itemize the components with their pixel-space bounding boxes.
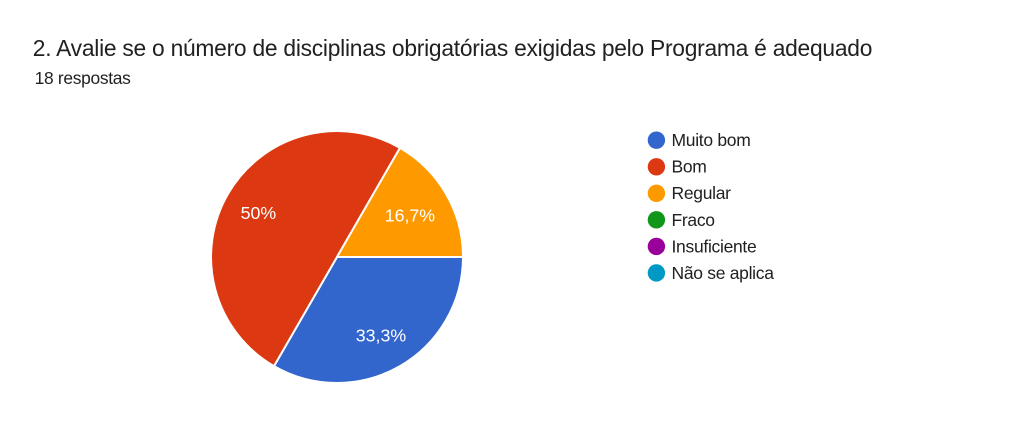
svg-text:18 respostas: 18 respostas <box>35 68 132 88</box>
svg-text:Bom: Bom <box>672 157 707 177</box>
svg-text:Regular: Regular <box>672 183 732 203</box>
svg-text:2. Avalie se o número de disci: 2. Avalie se o número de disciplinas obr… <box>33 35 872 61</box>
svg-text:Insuficiente: Insuficiente <box>672 236 757 256</box>
svg-text:Não se aplica: Não se aplica <box>672 263 775 283</box>
svg-text:33,3%: 33,3% <box>356 325 407 345</box>
svg-text:50%: 50% <box>241 203 277 223</box>
svg-text:Fraco: Fraco <box>672 210 715 230</box>
svg-text:16,7%: 16,7% <box>385 206 436 226</box>
svg-text:Muito bom: Muito bom <box>672 130 751 150</box>
